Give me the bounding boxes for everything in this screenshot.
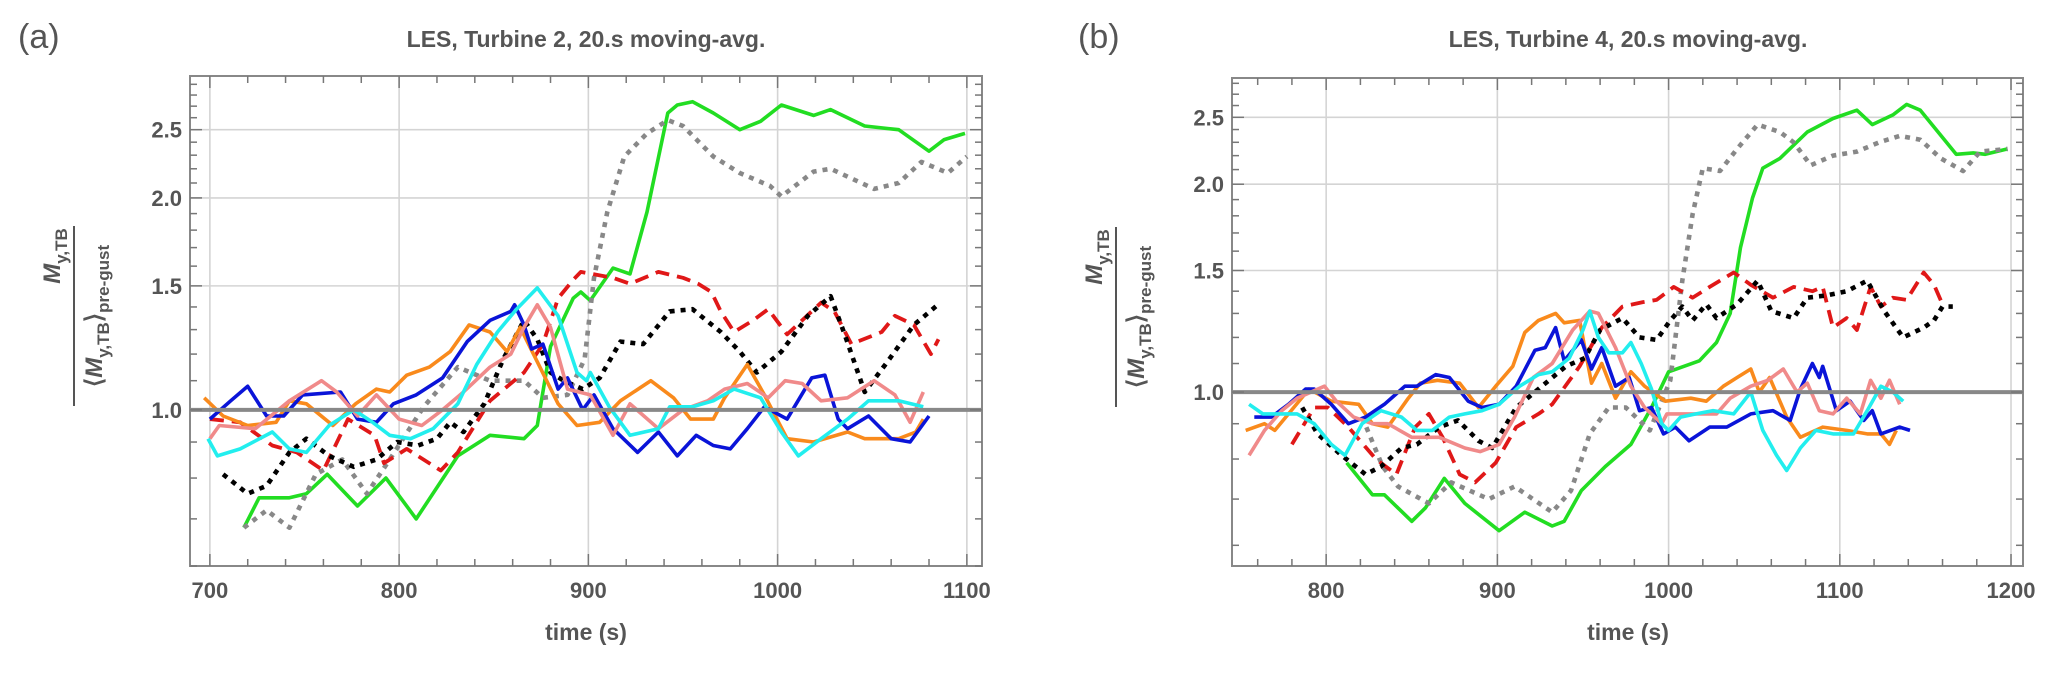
- x-axis-label: time (s): [1587, 619, 1669, 645]
- panel-label: (b): [1078, 18, 1120, 56]
- axes-frame: 700 800 900 1000 1100 1.0 1.5 2.0 2.5: [151, 75, 991, 603]
- x-tick-label: 1100: [943, 578, 991, 603]
- y-label-denominator: ⟨My,TB⟩pre-gust: [81, 244, 113, 387]
- y-label-denominator: ⟨My,TB⟩pre-gust: [1123, 245, 1155, 388]
- series-line-gray-dotted: [242, 117, 969, 530]
- y-tick-label: 2.5: [1193, 105, 1224, 130]
- y-axis-label: My,TB ⟨My,TB⟩pre-gust: [1081, 227, 1155, 407]
- panel-label: (a): [18, 18, 60, 56]
- series-layer: [202, 99, 969, 530]
- series-line-pink: [208, 303, 925, 440]
- series-line-green: [1345, 102, 2009, 533]
- series-line-red-dashed: [1290, 270, 1945, 485]
- series-line-blue: [208, 303, 931, 458]
- x-tick-label: 700: [192, 578, 229, 603]
- chart-title: LES, Turbine 2, 20.s moving-avg.: [407, 26, 766, 52]
- x-axis-label: time (s): [545, 619, 627, 645]
- x-tick-label: 1100: [1816, 578, 1864, 603]
- y-tick-label: 1.5: [151, 274, 182, 299]
- panel-b: (b) LES, Turbine 4, 20.s moving-avg. tim…: [1078, 18, 2035, 645]
- series-line-green: [242, 99, 966, 529]
- y-axis-label-fraction: My,TB ⟨My,TB⟩pre-gust: [39, 226, 113, 406]
- panel-a: (a) LES, Turbine 2, 20.s moving-avg. tim…: [18, 18, 991, 645]
- y-tick-label: 1.5: [1193, 259, 1224, 284]
- series-line-cyan: [1248, 309, 1905, 473]
- axes-frame: 800 900 1000 1100 1200 1.0 1.5 2.0 2.5: [1193, 77, 2036, 603]
- x-tick-label: 1200: [1987, 578, 2036, 603]
- plot-frame: [189, 75, 983, 567]
- x-tick-label: 1000: [1644, 578, 1693, 603]
- chart-title: LES, Turbine 4, 20.s moving-avg.: [1449, 26, 1808, 52]
- x-tick-label: 900: [1479, 578, 1516, 603]
- y-tick-label: 1.0: [151, 398, 182, 423]
- x-tick-label: 800: [1308, 578, 1345, 603]
- y-axis-label-fraction: My,TB ⟨My,TB⟩pre-gust: [1081, 227, 1155, 407]
- y-tick-label: 2.0: [151, 186, 182, 211]
- y-label-numerator: My,TB: [39, 228, 71, 284]
- series-layer: [1245, 102, 2009, 533]
- series-line-gray-dotted: [1359, 122, 2008, 515]
- series-line-red-dashed: [209, 270, 941, 473]
- y-label-numerator: My,TB: [1081, 229, 1113, 285]
- x-tick-label: 900: [570, 578, 607, 603]
- x-tick-label: 800: [381, 578, 418, 603]
- x-tick-label: 1000: [753, 578, 802, 603]
- y-tick-label: 2.5: [151, 118, 182, 143]
- y-tick-label: 1.0: [1193, 380, 1224, 405]
- series-line-cyan: [206, 286, 924, 458]
- y-tick-label: 2.0: [1193, 172, 1224, 197]
- series-line-blue: [1254, 325, 1911, 443]
- y-axis-label: My,TB ⟨My,TB⟩pre-gust: [39, 226, 113, 406]
- series-line-black-dotted: [1300, 278, 1953, 477]
- series-line-orange: [202, 323, 925, 444]
- series-line-pink: [1247, 309, 1902, 457]
- plot-frame: [1231, 77, 2024, 567]
